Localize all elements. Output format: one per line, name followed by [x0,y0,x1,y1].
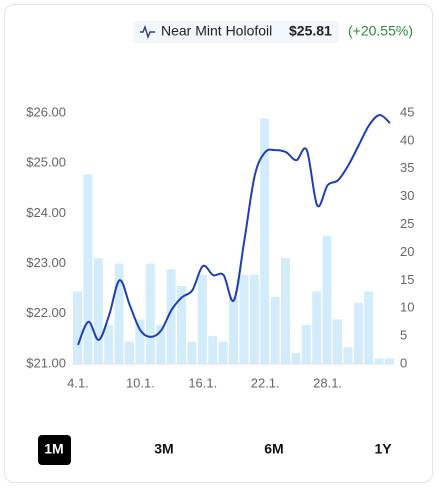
y2-tick-label: 20 [400,244,414,259]
volume-bar [322,235,332,364]
price-line [77,114,391,346]
y2-tick-label: 35 [400,160,414,175]
volume-bar [73,291,82,364]
y2-tick-label: 15 [400,272,414,287]
volume-bar [385,358,394,364]
y2-tick-label: 10 [400,300,414,315]
volume-bar [333,319,342,364]
legend-name: Near Mint Holofoil [161,23,272,39]
volume-bar [301,324,311,364]
y2-tick-label: 30 [400,188,414,203]
legend-price: $25.81 [289,23,332,39]
y-tick-label: $23.00 [26,255,66,270]
y-tick-label: $25.00 [26,155,66,170]
volume-bar [166,269,176,364]
x-tick-label: 16.1. [188,375,217,390]
legend-change: (+20.55%) [348,23,413,39]
volume-bar [229,297,238,364]
volume-bar [281,258,290,364]
range-button[interactable]: 1M [44,441,63,457]
x-tick-label: 4.1. [67,375,89,390]
y2-tick-label: 0 [400,355,407,370]
y2-tick-label: 45 [400,104,414,119]
volume-bar [353,302,363,364]
volume-bar [364,291,374,364]
volume-bar [187,341,197,364]
volume-bar [291,352,301,364]
volume-bar [260,118,270,364]
volume-bar [249,274,259,364]
range-button[interactable]: 1Y [374,441,392,457]
y-tick-label: $26.00 [26,104,66,119]
volume-bar [208,336,218,364]
volume-bar [312,291,322,364]
y2-tick-label: 5 [400,328,407,343]
volume-bar [343,347,353,364]
volume-bar [83,174,93,364]
y2-tick-label: 25 [400,216,414,231]
card [4,4,433,483]
y-tick-label: $21.00 [26,355,66,370]
volume-bar [156,324,166,364]
volume-bar [197,274,207,364]
volume-bar [145,263,155,364]
x-tick-label: 10.1. [126,375,155,390]
volume-bar [374,358,384,364]
x-tick-label: 28.1. [313,375,342,390]
volume-bar [218,341,228,364]
y-tick-label: $22.00 [26,305,66,320]
volume-bar [135,319,145,364]
volume-bar [114,263,124,364]
y-tick-label: $24.00 [26,205,66,220]
range-button-bg[interactable] [38,435,71,465]
volume-bar [177,285,186,364]
legend-box [133,21,339,43]
volume-bar [270,297,280,364]
x-tick-label: 22.1. [251,375,280,390]
volume-bar [125,341,134,364]
volume-bar [104,324,114,364]
y2-tick-label: 40 [400,132,414,147]
range-button[interactable]: 3M [154,441,173,457]
volume-bar [93,258,103,364]
range-button[interactable]: 6M [264,441,283,457]
volume-bar [239,274,249,364]
legend-icon [140,24,155,40]
